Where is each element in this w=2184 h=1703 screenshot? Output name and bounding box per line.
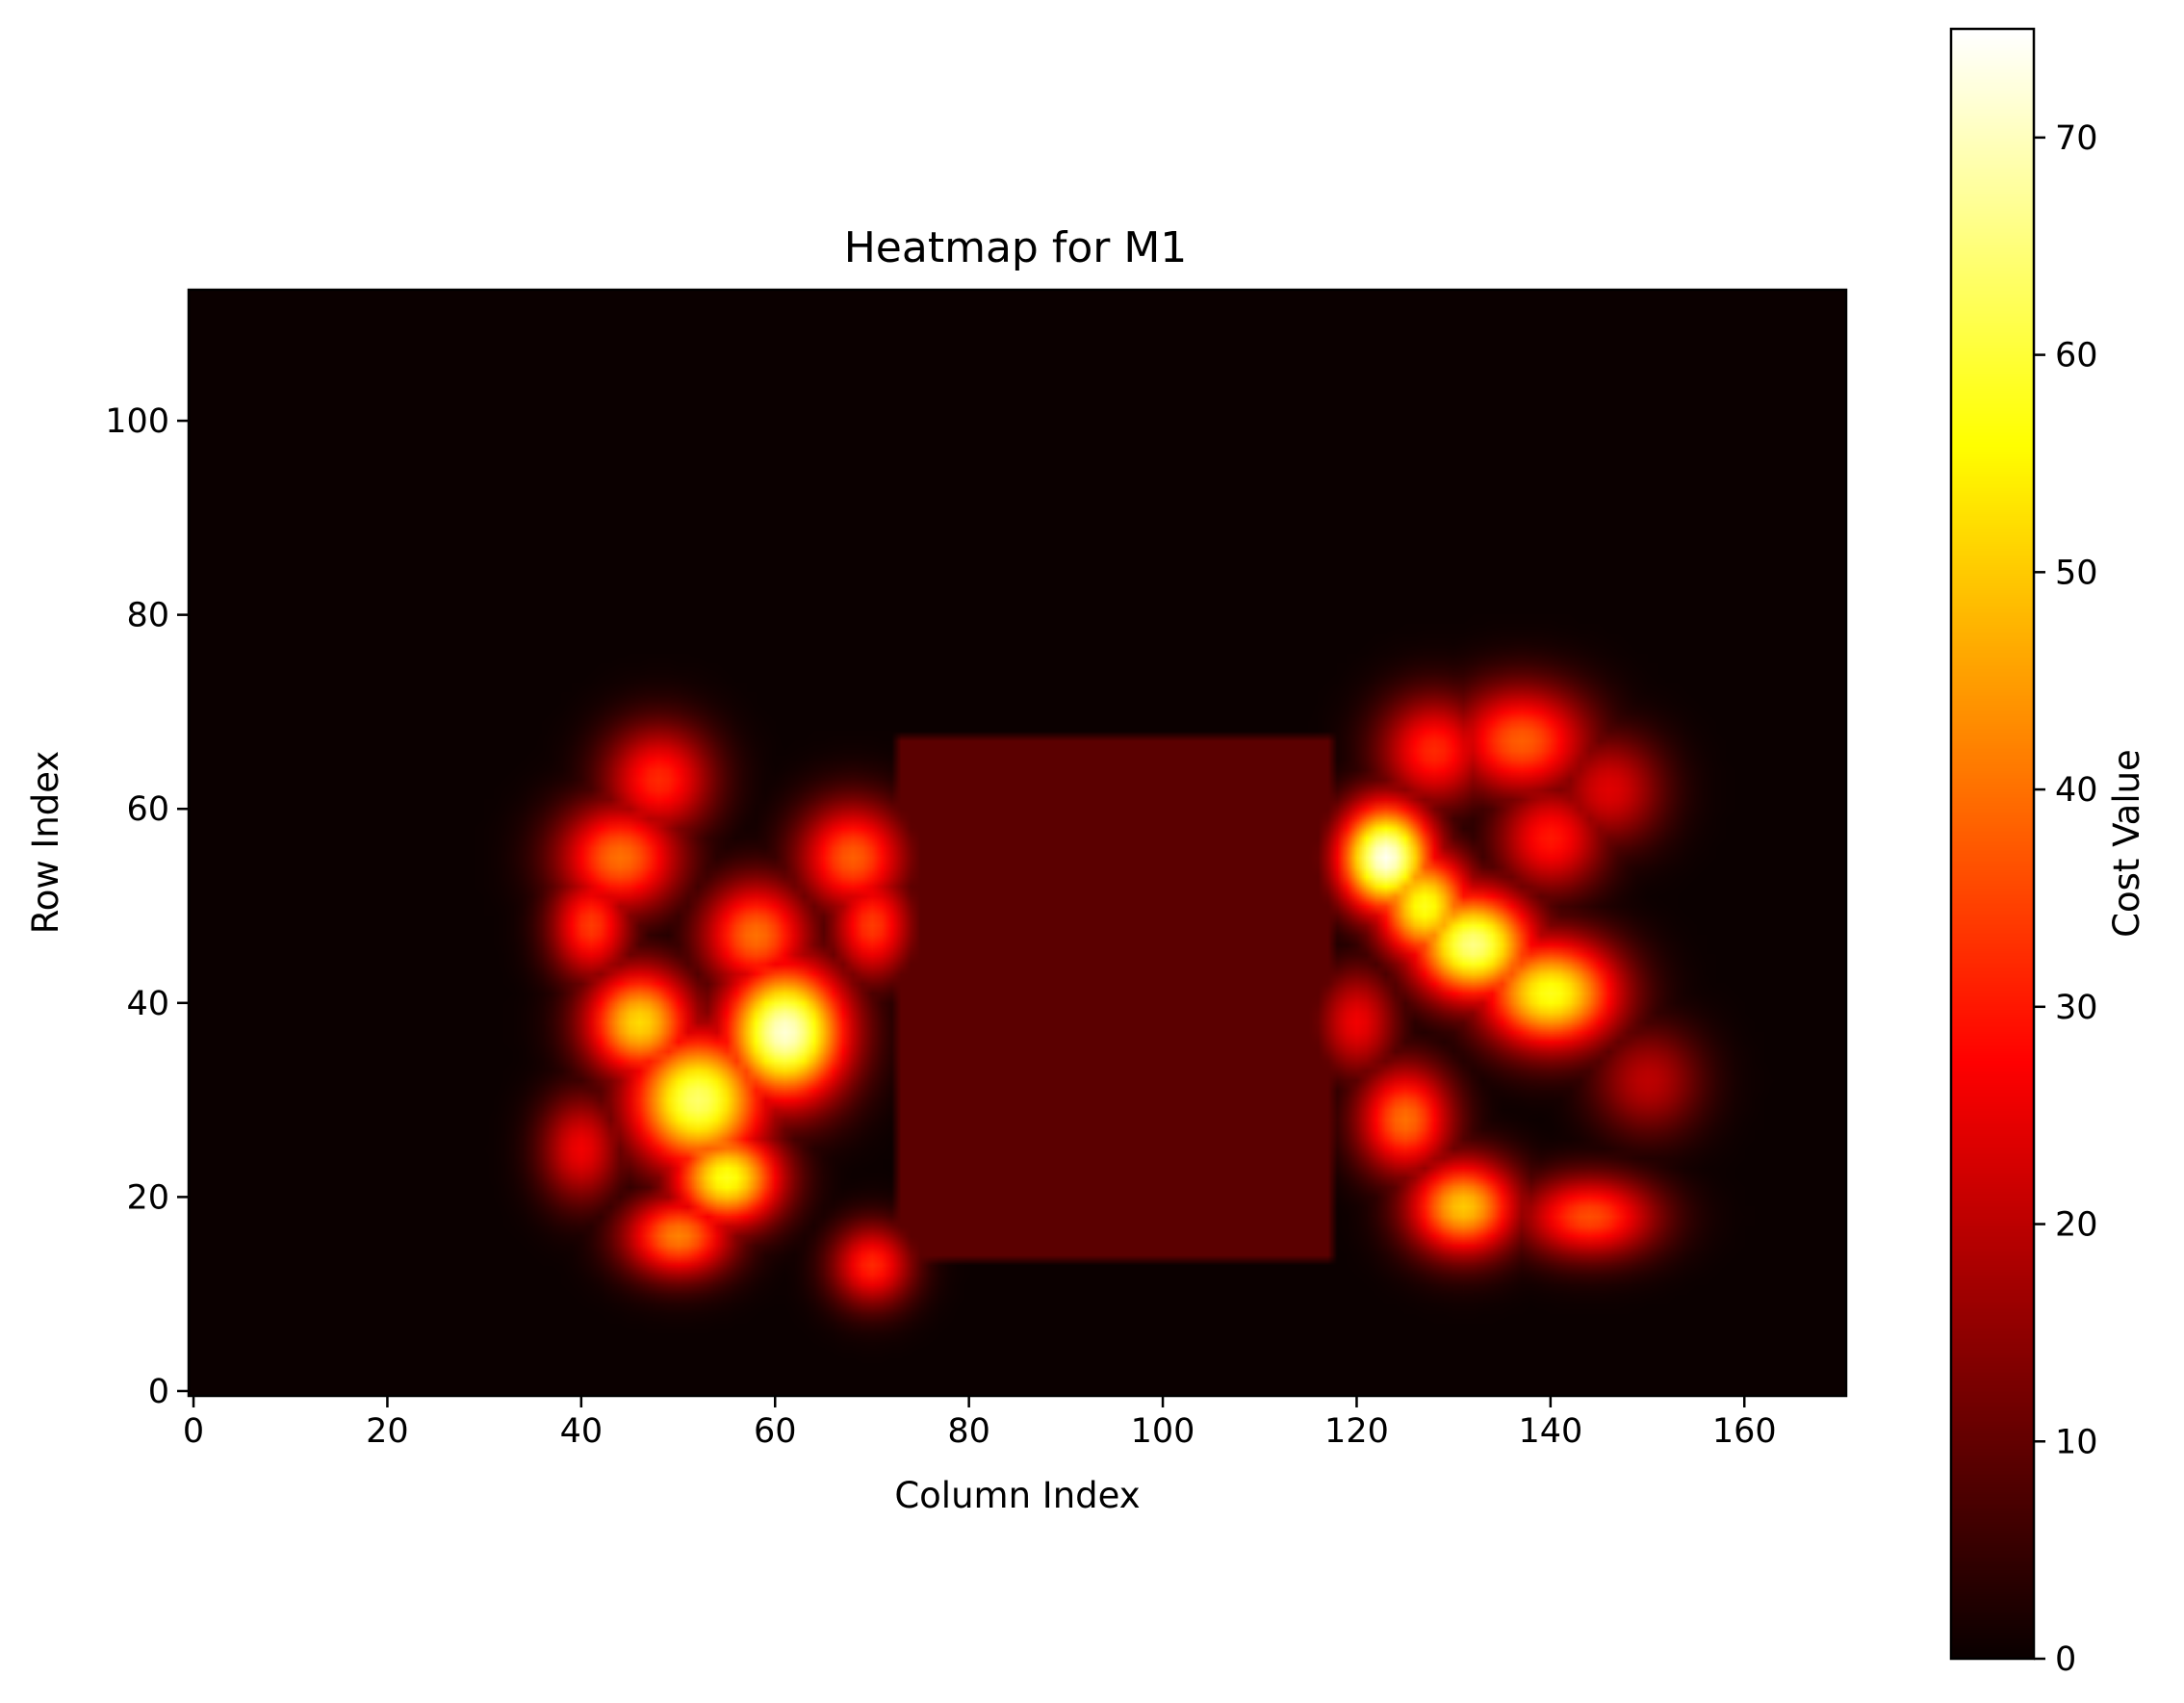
x-tick-label: 60 bbox=[754, 1412, 797, 1451]
x-tick-label: 80 bbox=[947, 1412, 990, 1451]
y-axis-ticks: 0 20 40 60 80 100 bbox=[105, 402, 189, 1411]
colorbar-tick-label: 20 bbox=[2055, 1206, 2098, 1245]
plot-area bbox=[187, 288, 1848, 1398]
plot-frame bbox=[187, 288, 1848, 1398]
colorbar-tick-label: 60 bbox=[2055, 337, 2098, 375]
colorbar-label: Cost Value bbox=[2106, 749, 2147, 938]
colorbar-frame bbox=[1949, 27, 2036, 1661]
colorbar-tick-label: 40 bbox=[2055, 771, 2098, 810]
chart-title: Heatmap for M1 bbox=[844, 223, 1188, 272]
x-tick-label: 140 bbox=[1518, 1412, 1582, 1451]
y-tick-label: 0 bbox=[148, 1373, 169, 1411]
x-axis-label: Column Index bbox=[894, 1475, 1140, 1516]
x-tick-label: 20 bbox=[366, 1412, 409, 1451]
colorbar-ticks: 0 10 20 30 40 50 60 70 bbox=[2034, 119, 2098, 1679]
x-tick-label: 100 bbox=[1131, 1412, 1195, 1451]
colorbar: 0 10 20 30 40 50 60 70 Cost Value bbox=[1949, 27, 2147, 1679]
y-tick-label: 100 bbox=[105, 402, 169, 441]
colorbar-tick-label: 30 bbox=[2055, 989, 2098, 1027]
y-tick-label: 40 bbox=[126, 985, 169, 1023]
heatmap-image bbox=[189, 290, 1846, 1396]
x-tick-label: 120 bbox=[1324, 1412, 1389, 1451]
colorbar-tick-label: 70 bbox=[2055, 119, 2098, 158]
y-axis-label: Row Index bbox=[25, 751, 66, 935]
y-tick-label: 60 bbox=[126, 790, 169, 829]
x-tick-label: 160 bbox=[1712, 1412, 1777, 1451]
y-tick-label: 20 bbox=[126, 1178, 169, 1217]
colorbar-gradient bbox=[1951, 29, 2034, 1659]
x-tick-label: 0 bbox=[183, 1412, 204, 1451]
y-tick-label: 80 bbox=[126, 597, 169, 635]
colorbar-tick-label: 10 bbox=[2055, 1423, 2098, 1461]
x-tick-label: 40 bbox=[560, 1412, 604, 1451]
colorbar-tick-label: 0 bbox=[2055, 1640, 2076, 1679]
x-axis-ticks: 0 20 40 60 80 100 120 140 160 bbox=[183, 1396, 1777, 1451]
colorbar-tick-label: 50 bbox=[2055, 554, 2098, 592]
